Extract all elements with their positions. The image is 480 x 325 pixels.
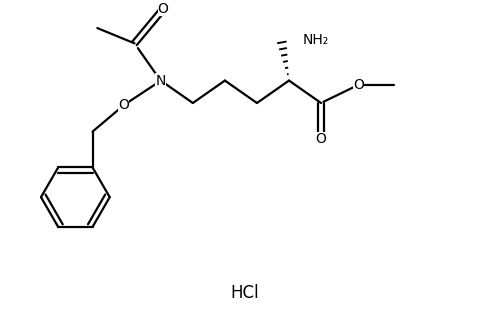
Text: N: N [156,73,166,87]
Text: O: O [353,78,364,92]
Text: O: O [118,98,129,112]
Text: O: O [316,132,326,146]
Text: O: O [158,2,168,16]
Text: HCl: HCl [230,284,259,302]
Text: NH₂: NH₂ [302,33,329,47]
